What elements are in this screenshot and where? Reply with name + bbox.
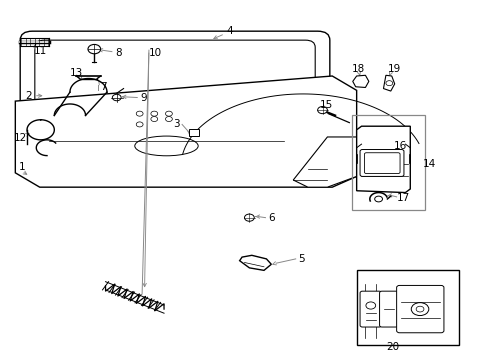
- Circle shape: [317, 107, 327, 114]
- Text: 16: 16: [393, 141, 407, 151]
- Circle shape: [88, 44, 101, 54]
- Circle shape: [165, 111, 172, 116]
- Text: 17: 17: [396, 193, 409, 203]
- Text: 13: 13: [69, 68, 83, 78]
- Text: 8: 8: [115, 48, 122, 58]
- FancyBboxPatch shape: [20, 31, 329, 162]
- Circle shape: [151, 111, 158, 116]
- Circle shape: [244, 214, 254, 221]
- Bar: [351, 116, 424, 211]
- Text: 11: 11: [34, 46, 47, 56]
- Circle shape: [365, 302, 375, 309]
- Circle shape: [136, 111, 143, 116]
- Text: 14: 14: [422, 159, 435, 169]
- FancyBboxPatch shape: [379, 291, 397, 327]
- Circle shape: [165, 117, 172, 122]
- Text: 3: 3: [173, 120, 179, 129]
- Text: 10: 10: [149, 48, 162, 58]
- Polygon shape: [239, 255, 271, 270]
- Text: 18: 18: [351, 64, 364, 74]
- Bar: [189, 130, 199, 136]
- Circle shape: [112, 94, 121, 101]
- Circle shape: [410, 303, 428, 316]
- Text: 5: 5: [298, 254, 304, 264]
- Polygon shape: [15, 76, 356, 187]
- Polygon shape: [356, 126, 409, 193]
- Circle shape: [374, 196, 382, 202]
- FancyBboxPatch shape: [35, 40, 315, 153]
- Text: 6: 6: [267, 213, 274, 222]
- Polygon shape: [352, 75, 368, 87]
- Circle shape: [385, 81, 392, 86]
- FancyBboxPatch shape: [396, 285, 443, 333]
- FancyBboxPatch shape: [364, 153, 399, 174]
- Text: 9: 9: [141, 93, 147, 103]
- Circle shape: [136, 122, 143, 127]
- FancyBboxPatch shape: [359, 149, 403, 176]
- Text: 1: 1: [19, 162, 25, 172]
- Polygon shape: [383, 75, 394, 91]
- Text: 2: 2: [25, 91, 32, 101]
- Text: 19: 19: [387, 64, 401, 74]
- Circle shape: [151, 117, 158, 122]
- Text: 7: 7: [100, 82, 106, 92]
- Bar: [356, 270, 458, 345]
- Text: 12: 12: [14, 133, 27, 143]
- Circle shape: [415, 306, 423, 312]
- Polygon shape: [293, 137, 356, 187]
- FancyBboxPatch shape: [359, 291, 381, 327]
- Text: 4: 4: [226, 26, 233, 36]
- Text: 20: 20: [386, 342, 399, 352]
- Text: 15: 15: [319, 100, 332, 110]
